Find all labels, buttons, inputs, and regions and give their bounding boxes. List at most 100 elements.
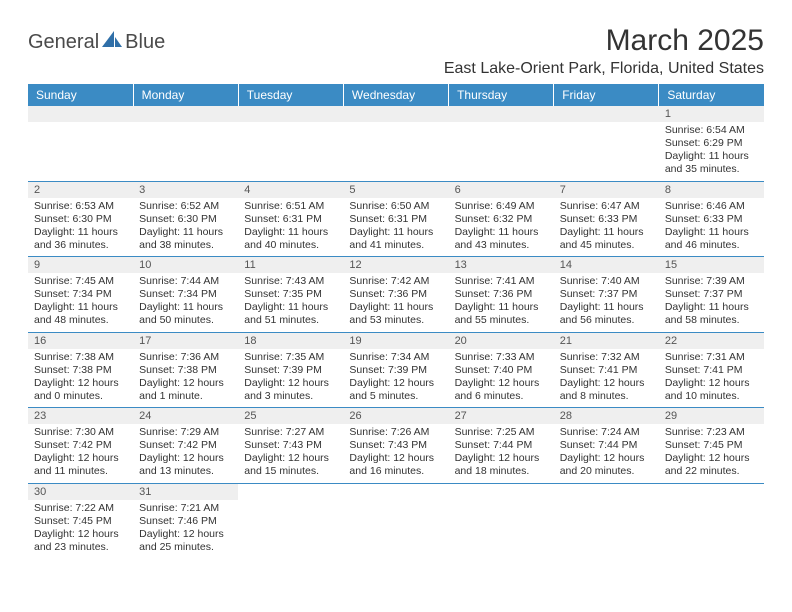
sunrise-text: Sunrise: 7:32 AM xyxy=(560,351,653,364)
calendar-cell: 9Sunrise: 7:45 AMSunset: 7:34 PMDaylight… xyxy=(28,257,133,333)
empty-daynum xyxy=(449,106,554,122)
daylight-text: Daylight: 12 hours and 11 minutes. xyxy=(34,452,127,478)
sunrise-text: Sunrise: 7:35 AM xyxy=(244,351,337,364)
calendar-cell: 5Sunrise: 6:50 AMSunset: 6:31 PMDaylight… xyxy=(343,181,448,257)
day-header: Saturday xyxy=(659,84,764,106)
sunset-text: Sunset: 7:43 PM xyxy=(244,439,337,452)
logo-text-1: General xyxy=(28,31,99,54)
daylight-text: Daylight: 11 hours and 53 minutes. xyxy=(349,301,442,327)
sunset-text: Sunset: 7:36 PM xyxy=(349,288,442,301)
empty-daynum xyxy=(554,106,659,122)
sunrise-text: Sunrise: 7:27 AM xyxy=(244,426,337,439)
day-number: 29 xyxy=(659,408,764,424)
calendar-cell xyxy=(238,483,343,558)
sunrise-text: Sunrise: 6:50 AM xyxy=(349,200,442,213)
daylight-text: Daylight: 12 hours and 0 minutes. xyxy=(34,377,127,403)
sunrise-text: Sunrise: 7:40 AM xyxy=(560,275,653,288)
sunrise-text: Sunrise: 7:44 AM xyxy=(139,275,232,288)
day-number: 3 xyxy=(133,182,238,198)
day-number: 14 xyxy=(554,257,659,273)
day-number: 4 xyxy=(238,182,343,198)
day-number: 7 xyxy=(554,182,659,198)
sunrise-text: Sunrise: 7:30 AM xyxy=(34,426,127,439)
sunset-text: Sunset: 7:42 PM xyxy=(34,439,127,452)
calendar-page: General Blue March 2025 East Lake-Orient… xyxy=(0,0,792,578)
sunrise-text: Sunrise: 7:45 AM xyxy=(34,275,127,288)
day-number: 22 xyxy=(659,333,764,349)
day-number: 24 xyxy=(133,408,238,424)
calendar-cell: 21Sunrise: 7:32 AMSunset: 7:41 PMDayligh… xyxy=(554,332,659,408)
day-details: Sunrise: 7:25 AMSunset: 7:44 PMDaylight:… xyxy=(449,424,554,483)
calendar-cell: 17Sunrise: 7:36 AMSunset: 7:38 PMDayligh… xyxy=(133,332,238,408)
day-details: Sunrise: 7:21 AMSunset: 7:46 PMDaylight:… xyxy=(133,500,238,559)
logo-sail-icon xyxy=(101,30,123,54)
day-details: Sunrise: 7:34 AMSunset: 7:39 PMDaylight:… xyxy=(343,349,448,408)
header: General Blue March 2025 East Lake-Orient… xyxy=(28,24,764,78)
calendar-cell: 14Sunrise: 7:40 AMSunset: 7:37 PMDayligh… xyxy=(554,257,659,333)
daylight-text: Daylight: 12 hours and 3 minutes. xyxy=(244,377,337,403)
calendar-cell: 26Sunrise: 7:26 AMSunset: 7:43 PMDayligh… xyxy=(343,408,448,484)
day-details: Sunrise: 7:45 AMSunset: 7:34 PMDaylight:… xyxy=(28,273,133,332)
daylight-text: Daylight: 12 hours and 8 minutes. xyxy=(560,377,653,403)
day-number: 19 xyxy=(343,333,448,349)
empty-daynum xyxy=(28,106,133,122)
day-details: Sunrise: 7:44 AMSunset: 7:34 PMDaylight:… xyxy=(133,273,238,332)
daylight-text: Daylight: 12 hours and 1 minute. xyxy=(139,377,232,403)
day-details: Sunrise: 7:35 AMSunset: 7:39 PMDaylight:… xyxy=(238,349,343,408)
sunset-text: Sunset: 7:36 PM xyxy=(455,288,548,301)
sunset-text: Sunset: 7:38 PM xyxy=(34,364,127,377)
sunrise-text: Sunrise: 7:24 AM xyxy=(560,426,653,439)
empty-daynum xyxy=(238,106,343,122)
sunset-text: Sunset: 7:41 PM xyxy=(665,364,758,377)
day-details: Sunrise: 6:51 AMSunset: 6:31 PMDaylight:… xyxy=(238,198,343,257)
title-block: March 2025 East Lake-Orient Park, Florid… xyxy=(444,24,764,78)
daylight-text: Daylight: 12 hours and 15 minutes. xyxy=(244,452,337,478)
daylight-text: Daylight: 11 hours and 40 minutes. xyxy=(244,226,337,252)
daylight-text: Daylight: 11 hours and 51 minutes. xyxy=(244,301,337,327)
sunrise-text: Sunrise: 7:26 AM xyxy=(349,426,442,439)
day-details: Sunrise: 7:32 AMSunset: 7:41 PMDaylight:… xyxy=(554,349,659,408)
sunset-text: Sunset: 7:42 PM xyxy=(139,439,232,452)
sunset-text: Sunset: 6:32 PM xyxy=(455,213,548,226)
day-details: Sunrise: 7:38 AMSunset: 7:38 PMDaylight:… xyxy=(28,349,133,408)
sunrise-text: Sunrise: 6:53 AM xyxy=(34,200,127,213)
daylight-text: Daylight: 11 hours and 58 minutes. xyxy=(665,301,758,327)
calendar-cell: 31Sunrise: 7:21 AMSunset: 7:46 PMDayligh… xyxy=(133,483,238,558)
sunrise-text: Sunrise: 7:29 AM xyxy=(139,426,232,439)
calendar-cell: 1Sunrise: 6:54 AMSunset: 6:29 PMDaylight… xyxy=(659,106,764,181)
sunset-text: Sunset: 6:33 PM xyxy=(560,213,653,226)
daylight-text: Daylight: 12 hours and 10 minutes. xyxy=(665,377,758,403)
day-number: 28 xyxy=(554,408,659,424)
sunset-text: Sunset: 7:35 PM xyxy=(244,288,337,301)
day-details: Sunrise: 7:22 AMSunset: 7:45 PMDaylight:… xyxy=(28,500,133,559)
day-number: 12 xyxy=(343,257,448,273)
day-details: Sunrise: 7:30 AMSunset: 7:42 PMDaylight:… xyxy=(28,424,133,483)
day-details: Sunrise: 7:23 AMSunset: 7:45 PMDaylight:… xyxy=(659,424,764,483)
sunset-text: Sunset: 7:34 PM xyxy=(34,288,127,301)
day-header: Thursday xyxy=(449,84,554,106)
logo: General Blue xyxy=(28,30,165,54)
calendar-cell: 19Sunrise: 7:34 AMSunset: 7:39 PMDayligh… xyxy=(343,332,448,408)
day-header: Tuesday xyxy=(238,84,343,106)
daylight-text: Daylight: 11 hours and 35 minutes. xyxy=(665,150,758,176)
day-details: Sunrise: 6:49 AMSunset: 6:32 PMDaylight:… xyxy=(449,198,554,257)
daylight-text: Daylight: 12 hours and 25 minutes. xyxy=(139,528,232,554)
sunset-text: Sunset: 7:45 PM xyxy=(34,515,127,528)
daylight-text: Daylight: 12 hours and 13 minutes. xyxy=(139,452,232,478)
sunset-text: Sunset: 7:38 PM xyxy=(139,364,232,377)
calendar-cell: 16Sunrise: 7:38 AMSunset: 7:38 PMDayligh… xyxy=(28,332,133,408)
sunrise-text: Sunrise: 6:52 AM xyxy=(139,200,232,213)
day-number: 21 xyxy=(554,333,659,349)
calendar-cell: 8Sunrise: 6:46 AMSunset: 6:33 PMDaylight… xyxy=(659,181,764,257)
day-number: 25 xyxy=(238,408,343,424)
day-details: Sunrise: 7:36 AMSunset: 7:38 PMDaylight:… xyxy=(133,349,238,408)
sunset-text: Sunset: 7:46 PM xyxy=(139,515,232,528)
calendar-cell: 3Sunrise: 6:52 AMSunset: 6:30 PMDaylight… xyxy=(133,181,238,257)
daylight-text: Daylight: 12 hours and 22 minutes. xyxy=(665,452,758,478)
daylight-text: Daylight: 11 hours and 56 minutes. xyxy=(560,301,653,327)
day-details: Sunrise: 7:33 AMSunset: 7:40 PMDaylight:… xyxy=(449,349,554,408)
location: East Lake-Orient Park, Florida, United S… xyxy=(444,60,764,78)
logo-text-2: Blue xyxy=(125,31,165,54)
sunrise-text: Sunrise: 6:47 AM xyxy=(560,200,653,213)
day-details: Sunrise: 7:41 AMSunset: 7:36 PMDaylight:… xyxy=(449,273,554,332)
